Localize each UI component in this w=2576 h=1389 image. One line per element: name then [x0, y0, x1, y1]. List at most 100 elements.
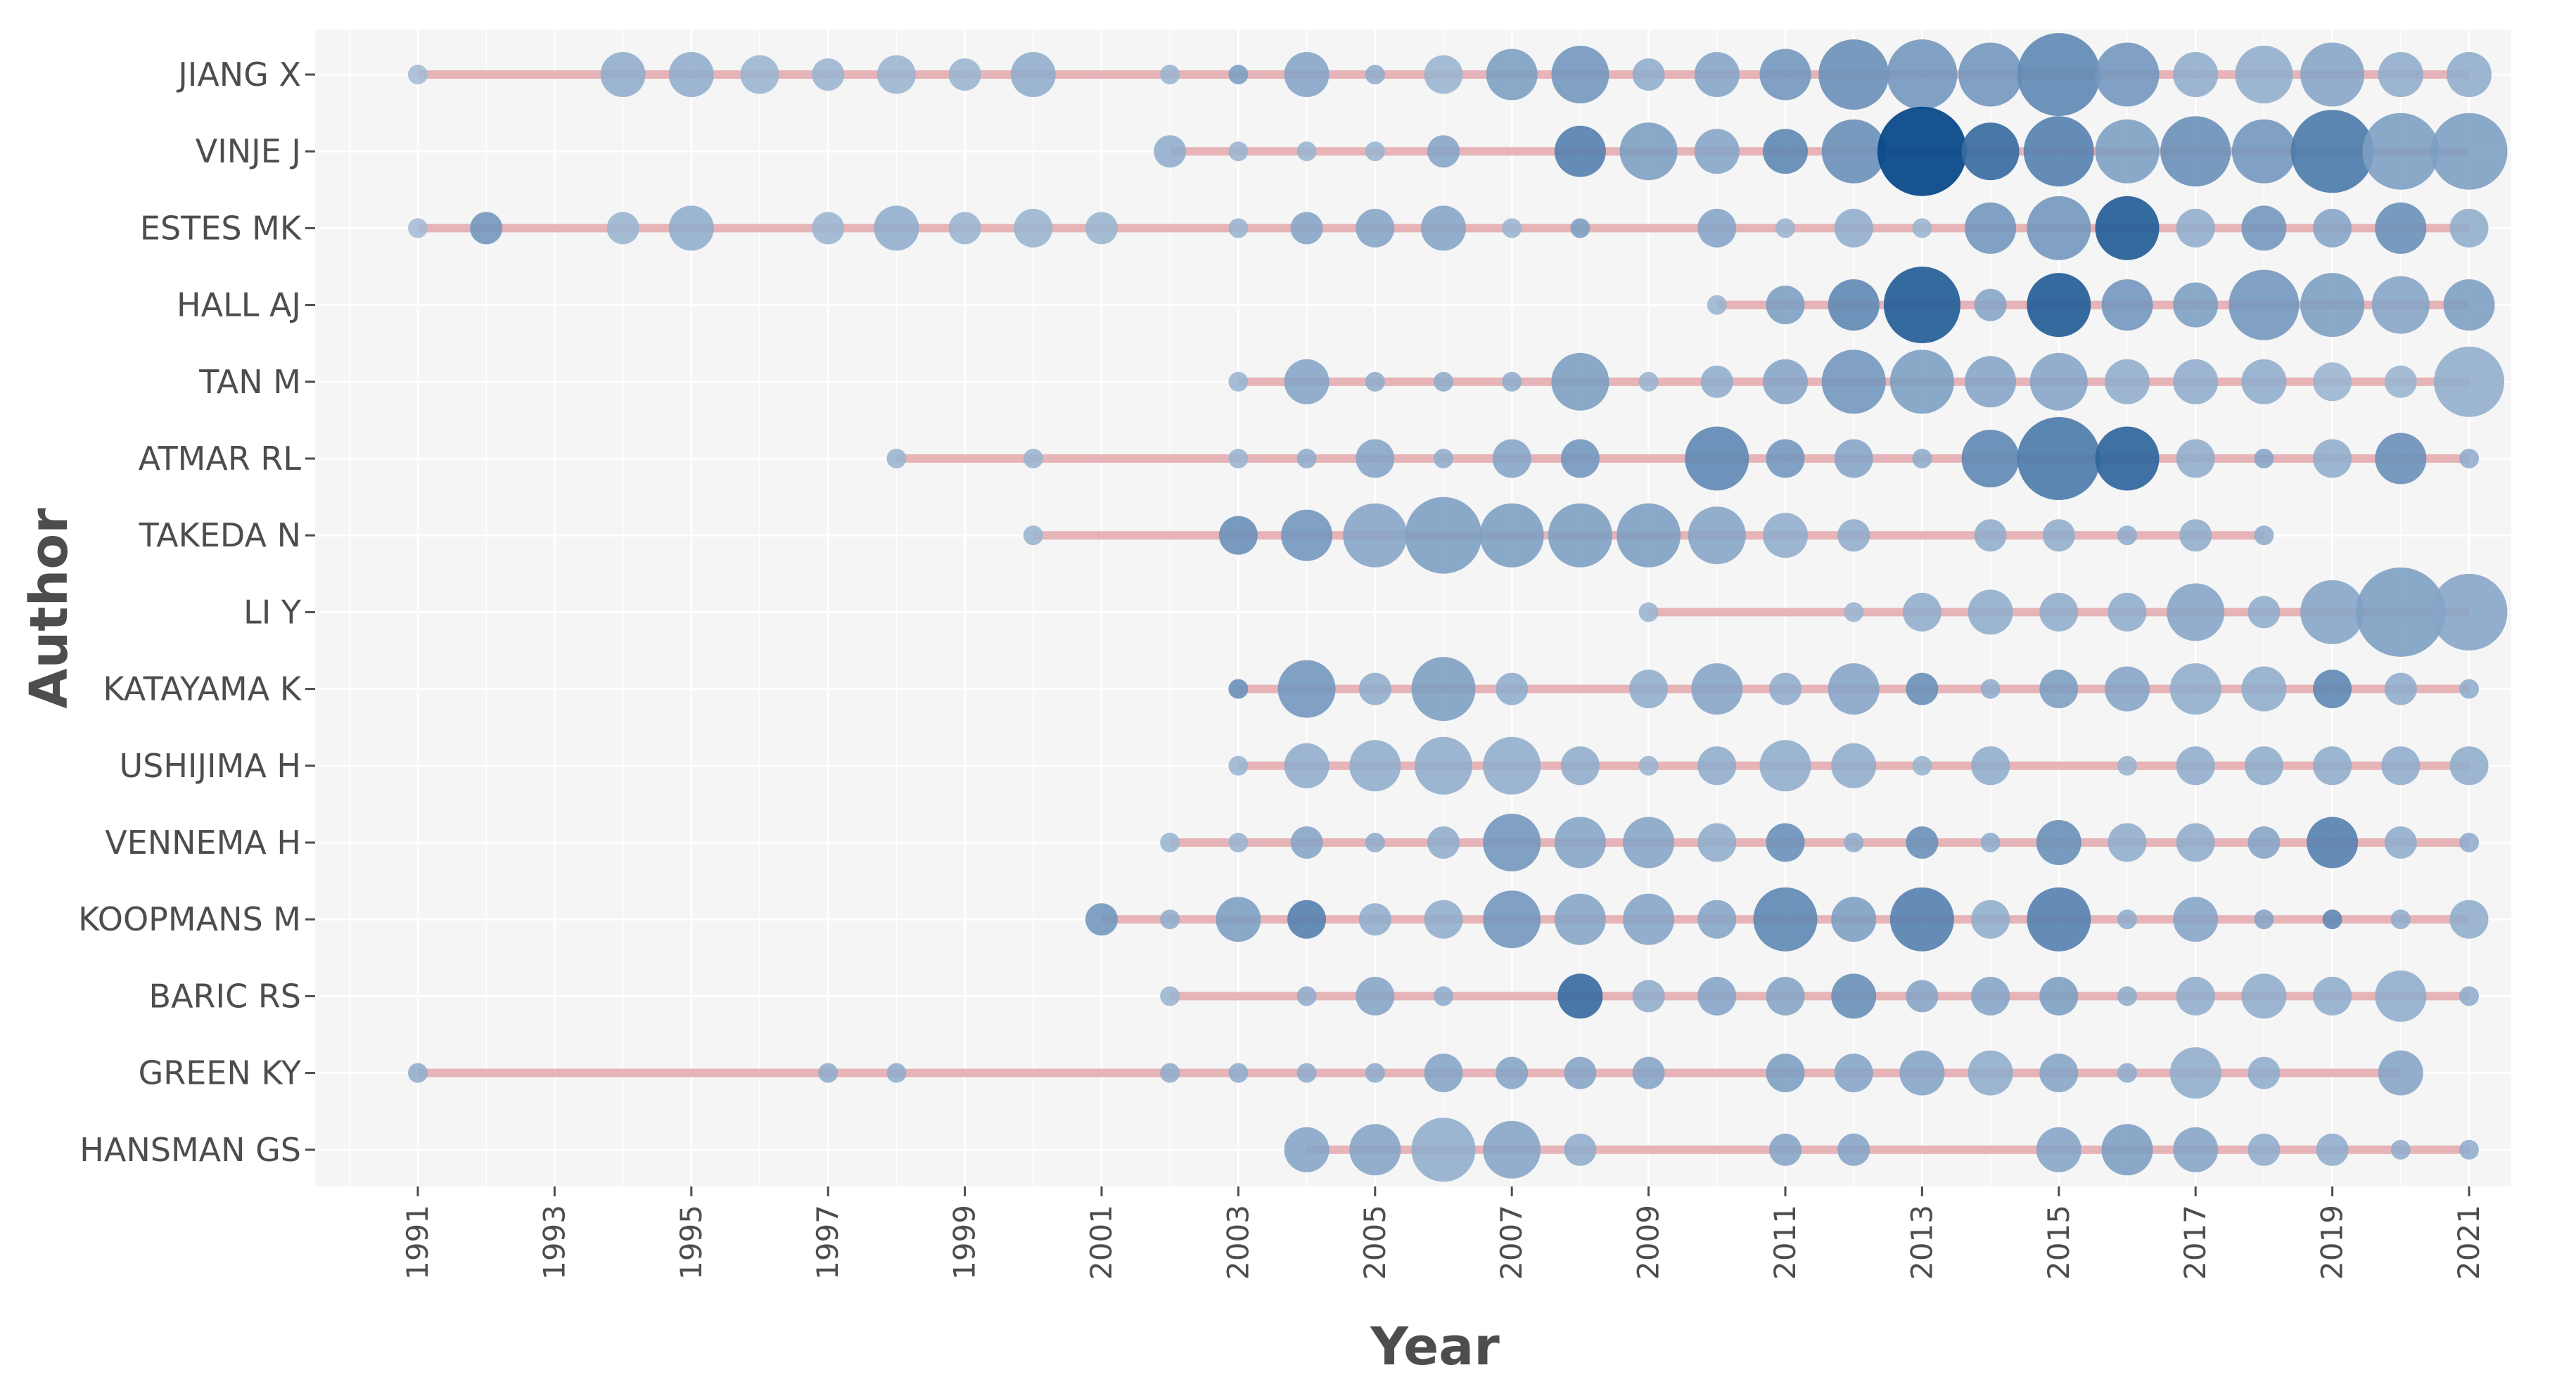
- publication-bubble: [1883, 267, 1960, 344]
- publication-bubble: [1551, 352, 1609, 411]
- publication-bubble: [1548, 503, 1612, 568]
- publication-bubble: [2241, 359, 2287, 404]
- publication-bubble: [2384, 365, 2417, 398]
- publication-bubble: [2254, 909, 2274, 930]
- publication-bubble: [1551, 46, 1609, 103]
- y-tick-label: VENNEMA H: [105, 824, 301, 862]
- publication-bubble: [1632, 1056, 1665, 1089]
- publication-bubble: [1365, 833, 1385, 852]
- publication-bubble: [1906, 672, 1939, 705]
- publication-bubble: [1971, 900, 2010, 939]
- publication-bubble: [1831, 973, 1877, 1019]
- publication-bubble: [1700, 365, 1733, 398]
- x-tick-label: 1997: [810, 1205, 845, 1280]
- publication-bubble: [876, 55, 916, 94]
- publication-bubble: [1228, 679, 1249, 699]
- y-tick-label: HANSMAN GS: [79, 1131, 301, 1169]
- publication-bubble: [1889, 350, 1954, 414]
- publication-bubble: [1763, 359, 1808, 404]
- publication-bubble: [1496, 1056, 1529, 1089]
- publication-bubble: [1228, 65, 1249, 84]
- publication-bubble: [948, 212, 981, 245]
- publication-bubble: [2459, 449, 2479, 468]
- publication-bubble: [2105, 359, 2150, 404]
- publication-bubble: [2095, 426, 2160, 491]
- publication-bubble: [1821, 119, 1886, 184]
- publication-bubble: [1560, 439, 1600, 478]
- publication-bubble: [1688, 506, 1746, 565]
- publication-bubble: [2179, 519, 2212, 552]
- x-tick-label: 2013: [1904, 1205, 1939, 1280]
- publication-bubble: [1965, 202, 2017, 254]
- publication-bubble: [1228, 141, 1249, 162]
- publication-bubble: [2300, 42, 2365, 107]
- publication-bubble: [886, 1063, 907, 1083]
- publication-bubble: [812, 58, 845, 91]
- publication-bubble: [1287, 900, 1327, 939]
- publication-bubble: [1570, 218, 1590, 238]
- publication-bubble: [1906, 980, 1939, 1013]
- publication-bubble: [1218, 516, 1258, 555]
- publication-bubble: [1502, 371, 1522, 392]
- publication-bubble: [886, 449, 907, 468]
- publication-bubble: [1638, 602, 1659, 622]
- publication-bubble: [1831, 743, 1877, 788]
- publication-bubble: [2117, 1063, 2137, 1083]
- publication-bubble: [1912, 449, 1932, 468]
- publication-bubble: [740, 55, 779, 94]
- y-tick-label: USHIJIMA H: [119, 747, 301, 785]
- publication-bubble: [2254, 449, 2274, 468]
- publication-bubble: [2307, 817, 2359, 869]
- x-tick-label: 1993: [537, 1205, 571, 1280]
- publication-bubble: [1554, 893, 1606, 945]
- publication-bubble: [1763, 129, 1808, 174]
- publication-bubble: [2167, 583, 2225, 641]
- publication-bubble: [1697, 823, 1737, 862]
- x-axis-title: Year: [1370, 1317, 1500, 1377]
- publication-bubble: [1971, 976, 2010, 1016]
- x-tick-label: 2019: [2315, 1205, 2349, 1280]
- publication-bubble: [1281, 509, 1333, 561]
- publication-bubble: [2371, 276, 2430, 334]
- publication-bubble: [1769, 1133, 1802, 1166]
- publication-bubble: [1421, 205, 1466, 251]
- publication-bubble: [812, 212, 845, 245]
- x-tick-label: 2009: [1631, 1205, 1666, 1280]
- publication-bubble: [2042, 519, 2075, 552]
- publication-bubble: [1958, 42, 2023, 107]
- publication-bubble: [1912, 755, 1932, 776]
- publication-bubble: [1434, 449, 1453, 468]
- publication-bubble: [1349, 740, 1401, 792]
- publication-bubble: [1483, 890, 1541, 949]
- publication-bubble: [2316, 1133, 2349, 1166]
- publication-bubble: [1844, 602, 1864, 622]
- y-tick-label: ESTES MK: [140, 209, 302, 247]
- publication-bubble: [1623, 817, 1675, 869]
- publication-bubble: [2459, 833, 2479, 852]
- x-tick-label: 1991: [400, 1205, 435, 1280]
- y-tick-label: TAN M: [198, 363, 301, 401]
- publication-bubble: [1228, 833, 1249, 852]
- publication-bubble: [1290, 826, 1323, 859]
- publication-bubble: [1889, 887, 1954, 952]
- publication-bubble: [2231, 119, 2296, 184]
- publication-bubble: [2449, 900, 2489, 939]
- publication-bubble: [2027, 887, 2091, 952]
- publication-bubble: [2459, 986, 2479, 1006]
- publication-bubble: [1479, 503, 1544, 568]
- publication-bubble: [1356, 976, 1395, 1016]
- publication-bubble: [1632, 58, 1665, 91]
- publication-bubble: [1160, 909, 1180, 930]
- publication-bubble: [408, 1063, 428, 1083]
- publication-bubble: [1691, 663, 1743, 715]
- publication-bubble: [2169, 1047, 2221, 1099]
- publication-bubble: [2117, 755, 2137, 776]
- publication-bubble: [2375, 433, 2427, 485]
- publication-bubble: [470, 212, 503, 245]
- publication-bubble: [2300, 580, 2365, 644]
- publication-bubble: [1365, 1063, 1385, 1083]
- publication-bubble: [2039, 592, 2079, 632]
- publication-bubble: [1759, 49, 1811, 101]
- publication-bubble: [1085, 212, 1118, 245]
- publication-bubble: [1629, 670, 1669, 709]
